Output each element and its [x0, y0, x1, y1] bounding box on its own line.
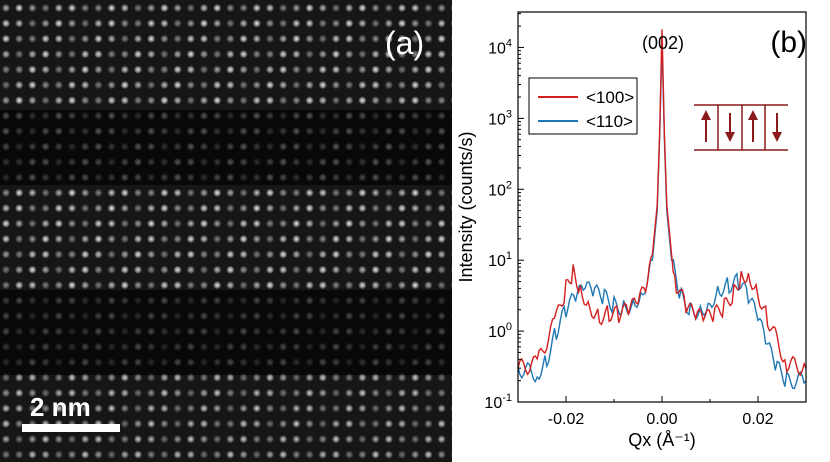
panel-label-b: (b) — [770, 26, 807, 59]
legend-label-110: <110> — [586, 112, 633, 131]
stem-image: (a) 2 nm — [0, 0, 452, 462]
arrow-down-icon — [772, 132, 782, 142]
plot-frame — [517, 11, 807, 403]
y-tick-label: 100 — [488, 321, 512, 341]
panel-label-a: (a) — [385, 25, 424, 61]
y-tick-label: 101 — [488, 250, 512, 270]
x-axis-title: Qx (Å⁻¹) — [628, 430, 696, 450]
x-tick-label: -0.02 — [548, 411, 585, 428]
xrd-chart: -0.02 0.00 0.02 10-1 100 101 102 103 104 (b) (00… — [456, 11, 807, 450]
arrow-up-icon — [748, 110, 758, 120]
series-line-0 — [517, 29, 807, 377]
scale-bar-label: 2 nm — [30, 392, 91, 422]
y-axis-title: Intensity (counts/s) — [456, 131, 476, 282]
domain-schematic — [694, 104, 788, 151]
arrow-down-icon — [725, 132, 735, 142]
legend: <100> <110> — [528, 77, 638, 135]
stem-image-panel: (a) 2 nm — [0, 0, 452, 462]
y-tick-label: 10-1 — [484, 392, 512, 412]
scale-bar — [22, 424, 120, 432]
peak-label: (002) — [642, 33, 684, 53]
xrd-chart-panel: -0.02 0.00 0.02 10-1 100 101 102 103 104 (b) (00… — [452, 0, 830, 462]
y-tick-label: 102 — [488, 179, 512, 199]
legend-label-100: <100> — [586, 88, 634, 107]
arrow-up-icon — [701, 110, 711, 120]
x-tick-label: 0.02 — [742, 411, 773, 428]
atom-columns — [0, 0, 452, 462]
y-tick-label: 104 — [488, 37, 512, 57]
y-tick-label: 103 — [488, 108, 512, 128]
x-tick-label: 0.00 — [646, 411, 677, 428]
